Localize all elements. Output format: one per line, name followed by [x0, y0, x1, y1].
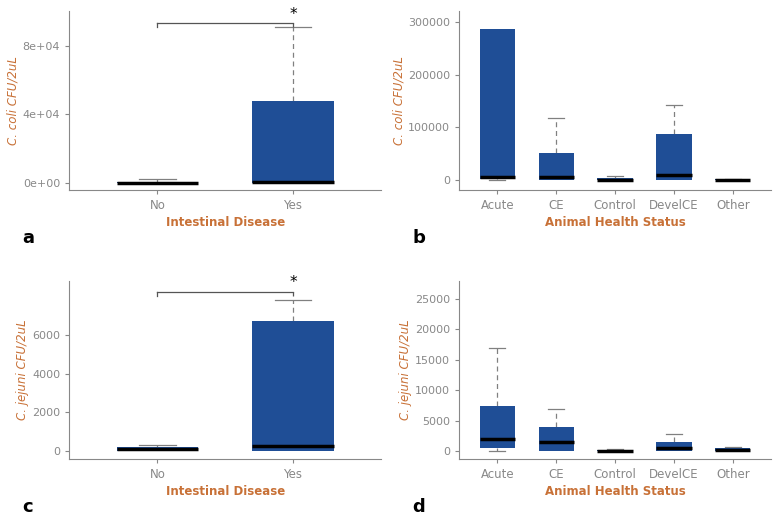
Bar: [657, 442, 692, 451]
Bar: [715, 179, 751, 180]
X-axis label: Animal Health Status: Animal Health Status: [545, 485, 685, 498]
Bar: [117, 447, 198, 451]
X-axis label: Intestinal Disease: Intestinal Disease: [166, 216, 285, 229]
Bar: [538, 152, 574, 180]
Text: a: a: [23, 229, 34, 247]
Bar: [715, 449, 751, 451]
Bar: [598, 178, 633, 180]
Text: *: *: [289, 276, 296, 290]
Text: b: b: [412, 229, 426, 247]
Text: d: d: [412, 498, 425, 516]
Y-axis label: C. jejuni CFU/2uL: C. jejuni CFU/2uL: [16, 319, 30, 420]
Bar: [538, 427, 574, 451]
Bar: [480, 406, 515, 449]
Text: c: c: [23, 498, 33, 516]
Bar: [657, 134, 692, 180]
Bar: [117, 182, 198, 183]
X-axis label: Intestinal Disease: Intestinal Disease: [166, 485, 285, 498]
Text: *: *: [289, 7, 296, 21]
X-axis label: Animal Health Status: Animal Health Status: [545, 216, 685, 229]
Y-axis label: C. jejuni CFU/2uL: C. jejuni CFU/2uL: [399, 319, 412, 420]
Bar: [480, 29, 515, 179]
Y-axis label: C. coli CFU/2uL: C. coli CFU/2uL: [392, 56, 405, 145]
Bar: [598, 450, 633, 451]
Bar: [252, 321, 334, 451]
Bar: [252, 101, 334, 183]
Y-axis label: C. coli CFU/2uL: C. coli CFU/2uL: [7, 56, 20, 145]
